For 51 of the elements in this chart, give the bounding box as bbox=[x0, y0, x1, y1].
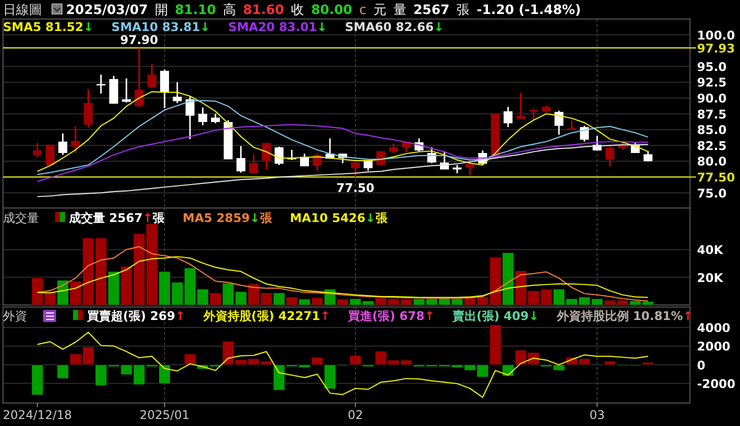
y-tick-label: 90.0 bbox=[697, 92, 727, 106]
text: MA5 2859↓張 bbox=[182, 211, 273, 225]
y-tick-label: 92.5 bbox=[697, 76, 727, 90]
y-tick-label: 100.0 bbox=[697, 28, 735, 42]
chart-title: 成交量 bbox=[3, 211, 39, 225]
annotation: 買進(張) 678↑ bbox=[347, 309, 434, 323]
y-tick-label: 75.0 bbox=[697, 186, 727, 200]
y-tick-label: 20K bbox=[697, 270, 724, 285]
text: SMA5 81.52↓ bbox=[3, 20, 94, 34]
text: 2567 bbox=[413, 3, 450, 18]
text: 張 bbox=[456, 3, 470, 18]
chart-title: 日線圖 bbox=[3, 3, 42, 18]
y-tick-label: 80.0 bbox=[697, 154, 727, 169]
text: MA10 5426↓張 bbox=[290, 211, 388, 225]
text: SMA10 83.81↓ bbox=[111, 20, 210, 34]
x-tick-label: 02 bbox=[348, 408, 364, 422]
legend-label: 成交量 2567↑張 bbox=[68, 211, 166, 225]
text: 2025/03/07 bbox=[66, 3, 148, 18]
x-tick-label: 2024/12/18 bbox=[2, 408, 72, 422]
text: 收 bbox=[291, 3, 304, 18]
legend-label: 買賣超(張) 269↑ bbox=[86, 309, 186, 323]
text: 外資持股(張) 42271↑ bbox=[202, 309, 330, 323]
ref-line-label: 77.50 bbox=[697, 170, 735, 185]
y-tick-label: -2000 bbox=[697, 376, 736, 391]
text: 高 bbox=[222, 2, 236, 18]
text: 元 bbox=[373, 3, 386, 18]
y-tick-label: 40K bbox=[697, 243, 724, 258]
text: SMA20 83.01↓ bbox=[228, 20, 327, 34]
y-tick-label: 2000 bbox=[697, 340, 730, 354]
annotation: 賣出(張) 409↓ bbox=[452, 309, 539, 323]
text: SMA60 82.66↓ bbox=[344, 20, 444, 34]
text: 開 bbox=[154, 3, 168, 18]
ref-line-label: 97.93 bbox=[697, 41, 735, 56]
text: c bbox=[359, 3, 366, 18]
x-tick-label: 2025/01 bbox=[140, 408, 190, 422]
y-tick-label: 95.0 bbox=[697, 60, 727, 74]
chart-title: 外資 bbox=[3, 309, 27, 323]
annotation: 77.50 bbox=[336, 181, 374, 196]
y-tick-label: 4000 bbox=[697, 321, 730, 336]
x-tick-label: 03 bbox=[589, 408, 605, 422]
annotation: 97.90 bbox=[120, 33, 158, 48]
text: 81.10 bbox=[174, 3, 216, 18]
text: 80.00 bbox=[311, 3, 352, 18]
y-tick-label: 87.5 bbox=[697, 107, 727, 122]
annotation: 外資持股比例 10.81%↑ bbox=[556, 309, 693, 323]
y-tick-label: 0 bbox=[697, 358, 706, 372]
text: 量 bbox=[393, 3, 406, 18]
text: -1.20 (-1.48%) bbox=[476, 3, 581, 18]
y-tick-label: 85.0 bbox=[697, 123, 727, 138]
text: 81.60 bbox=[242, 3, 284, 18]
y-tick-label: 82.5 bbox=[697, 138, 727, 153]
